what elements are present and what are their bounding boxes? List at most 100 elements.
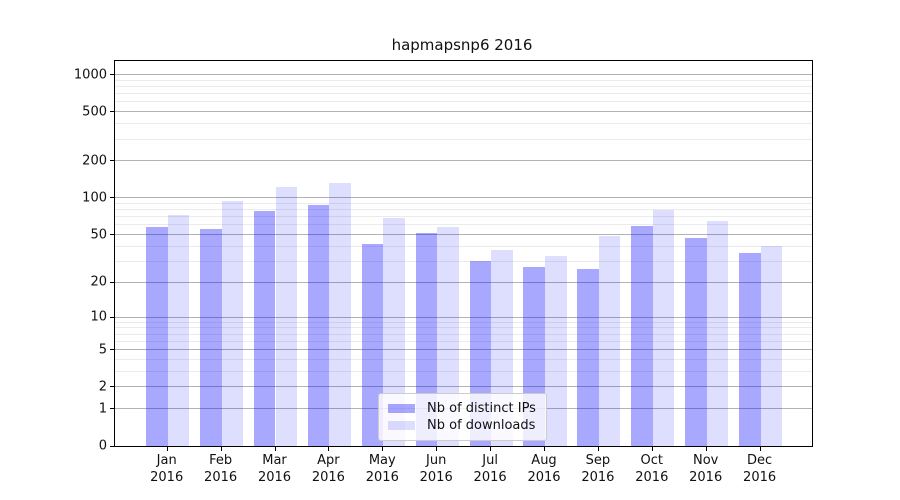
bar-downloads-jun <box>437 226 459 446</box>
x-tick-label-sep: Sep 2016 <box>568 452 628 486</box>
bar-distinct-ips-oct <box>631 225 653 446</box>
gridline-minor-70 <box>114 216 812 218</box>
y-tick-500 <box>109 111 114 113</box>
bar-distinct-ips-jun <box>415 232 438 446</box>
gridline-minor-3 <box>114 370 812 372</box>
y-tick-label-1000: 1000 <box>73 67 107 83</box>
x-tick-label-jan: Jan 2016 <box>137 452 197 486</box>
legend-row-downloads: Nb of downloads <box>388 418 536 433</box>
y-tick-1000 <box>109 74 114 76</box>
x-tick-label-may: May 2016 <box>352 452 412 486</box>
x-tick-month: Jul <box>482 453 498 468</box>
bar-distinct-ips-dec <box>739 253 761 446</box>
x-tick-may <box>382 447 384 451</box>
y-tick-10 <box>109 316 114 318</box>
x-tick-year: 2016 <box>204 470 238 486</box>
x-tick-year: 2016 <box>635 470 669 486</box>
x-tick-year: 2016 <box>365 470 399 486</box>
gridline-minor-80 <box>114 209 812 211</box>
gridline-minor-4 <box>114 358 812 360</box>
y-tick-label-10: 10 <box>90 309 107 325</box>
bar-distinct-ips-nov <box>685 237 707 446</box>
y-tick-1 <box>109 408 114 410</box>
bar-distinct-ips-apr <box>307 204 330 446</box>
y-tick-5 <box>109 349 114 351</box>
bar-downloads-mar <box>275 187 298 446</box>
bar-downloads-jan <box>167 215 190 446</box>
x-tick-month: Apr <box>317 453 340 468</box>
y-tick-label-2: 2 <box>98 379 107 395</box>
gridline-minor-40 <box>114 245 812 247</box>
x-tick-jun <box>436 447 438 451</box>
x-tick-label-oct: Oct 2016 <box>622 452 682 486</box>
bar-distinct-ips-feb <box>200 228 222 446</box>
y-tick-label-0: 0 <box>98 438 107 454</box>
x-tick-month: Oct <box>640 453 664 468</box>
x-tick-oct <box>651 447 653 451</box>
x-tick-month: Jun <box>426 453 447 468</box>
x-tick-year: 2016 <box>311 470 345 486</box>
y-tick-100 <box>109 197 114 199</box>
x-tick-month: Nov <box>693 453 719 468</box>
x-tick-year: 2016 <box>689 470 723 486</box>
bar-distinct-ips-may <box>361 243 384 446</box>
gridline-minor-90 <box>114 202 812 204</box>
legend-swatch-downloads <box>388 421 415 430</box>
gridline-major-5 <box>114 349 812 351</box>
gridline-minor-300 <box>114 138 812 140</box>
legend-swatch-distinct-ips <box>388 404 415 413</box>
x-tick-dec <box>759 447 761 451</box>
x-tick-month: Dec <box>747 453 773 468</box>
x-tick-apr <box>328 447 330 451</box>
x-tick-label-jul: Jul 2016 <box>460 452 520 486</box>
x-tick-jul <box>490 447 492 451</box>
y-tick-label-500: 500 <box>82 104 107 120</box>
x-tick-label-mar: Mar 2016 <box>245 452 305 486</box>
gridline-major-10 <box>114 316 812 318</box>
y-tick-label-5: 5 <box>98 342 107 358</box>
bar-distinct-ips-mar <box>253 211 276 446</box>
x-tick-year: 2016 <box>419 470 453 486</box>
y-tick-2 <box>109 386 114 388</box>
legend: Nb of distinct IPs Nb of downloads <box>378 393 547 441</box>
x-tick-year: 2016 <box>581 470 615 486</box>
bar-downloads-oct <box>652 209 675 446</box>
y-tick-label-50: 50 <box>90 227 107 243</box>
gridline-major-1000 <box>114 74 812 76</box>
plot-area <box>113 60 813 447</box>
chart-title: hapmapsnp6 2016 <box>391 36 533 54</box>
x-tick-label-nov: Nov 2016 <box>676 452 736 486</box>
legend-label-distinct-ips: Nb of distinct IPs <box>427 401 536 416</box>
y-tick-label-20: 20 <box>90 274 107 290</box>
gridline-major-500 <box>114 111 812 113</box>
gridline-minor-600 <box>114 101 812 103</box>
gridline-minor-9 <box>114 321 812 323</box>
x-tick-year: 2016 <box>150 470 184 486</box>
gridline-minor-8 <box>114 327 812 329</box>
x-tick-month: Sep <box>585 453 611 468</box>
bar-downloads-feb <box>221 200 244 446</box>
gridline-minor-60 <box>114 224 812 226</box>
gridline-minor-7 <box>114 333 812 335</box>
gridline-major-100 <box>114 197 812 199</box>
gridline-minor-400 <box>114 123 812 125</box>
x-tick-year: 2016 <box>527 470 561 486</box>
x-tick-sep <box>597 447 599 451</box>
x-tick-month: Aug <box>531 453 557 468</box>
gridline-minor-800 <box>114 86 812 88</box>
y-tick-50 <box>109 234 114 236</box>
y-tick-0 <box>109 445 114 447</box>
y-tick-label-200: 200 <box>82 153 107 169</box>
y-tick-label-100: 100 <box>82 190 107 206</box>
y-tick-200 <box>109 160 114 162</box>
x-tick-year: 2016 <box>473 470 507 486</box>
gridline-major-50 <box>114 234 812 236</box>
x-tick-nov <box>705 447 707 451</box>
x-tick-label-dec: Dec 2016 <box>730 452 790 486</box>
x-tick-jan <box>166 447 168 451</box>
x-tick-year: 2016 <box>257 470 292 486</box>
gridline-minor-6 <box>114 340 812 342</box>
bar-distinct-ips-sep <box>577 268 599 446</box>
x-tick-feb <box>220 447 222 451</box>
